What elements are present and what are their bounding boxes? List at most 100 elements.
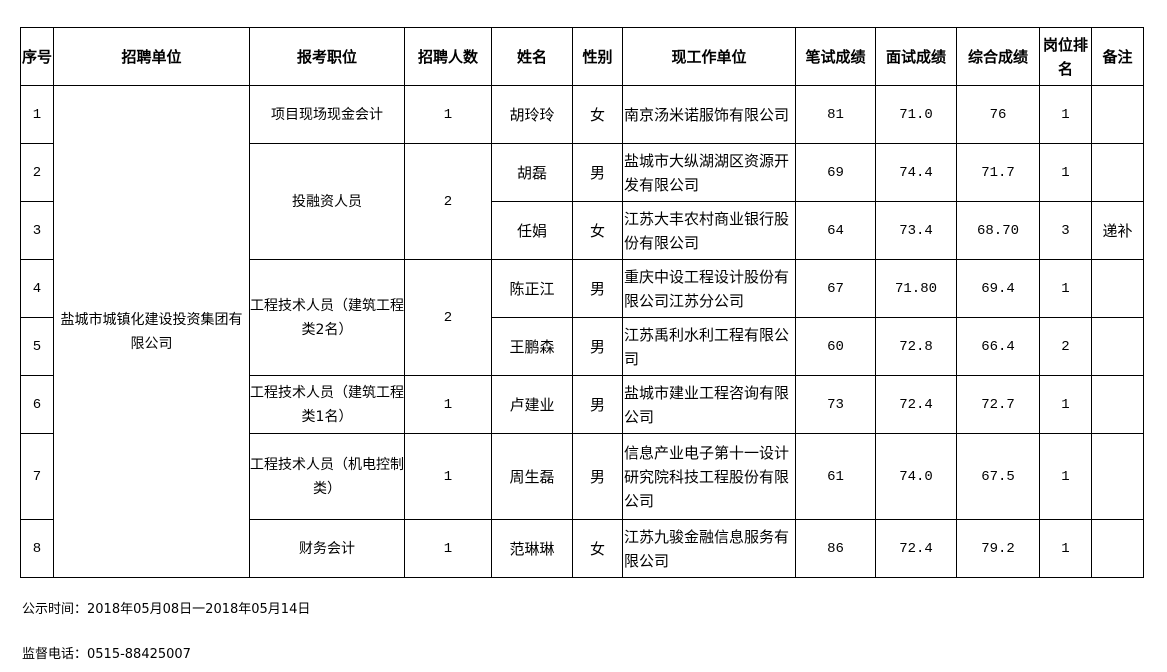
- header-name: 姓名: [491, 27, 573, 86]
- name-cell: 胡磊: [491, 143, 573, 202]
- header-quota: 招聘人数: [404, 27, 492, 86]
- name-cell: 范琳琳: [491, 519, 573, 578]
- total-cell: 71.7: [956, 143, 1040, 202]
- sex-cell: 男: [572, 433, 623, 520]
- position-cell: 工程技术人员（建筑工程类1名）: [249, 375, 405, 434]
- header-seq: 序号: [20, 27, 54, 86]
- written-cell: 64: [795, 201, 876, 260]
- quota-cell: 1: [404, 375, 492, 434]
- name-cell: 陈正江: [491, 259, 573, 318]
- seq-cell: 5: [20, 317, 54, 376]
- rank-cell: 1: [1039, 433, 1092, 520]
- note-cell: 递补: [1091, 201, 1144, 260]
- header-rank: 岗位排名: [1039, 27, 1092, 86]
- total-cell: 76: [956, 85, 1040, 144]
- work-cell: 信息产业电子第十一设计研究院科技工程股份有限公司: [622, 433, 796, 520]
- work-cell: 江苏禹利水利工程有限公司: [622, 317, 796, 376]
- position-cell: 投融资人员: [249, 143, 405, 260]
- sex-cell: 男: [572, 259, 623, 318]
- table-row: 7 工程技术人员（机电控制类） 1 周生磊 男 信息产业电子第十一设计研究院科技…: [20, 433, 1144, 520]
- header-interview: 面试成绩: [875, 27, 957, 86]
- interview-cell: 73.4: [875, 201, 957, 260]
- header-note: 备注: [1091, 27, 1144, 86]
- written-cell: 73: [795, 375, 876, 434]
- rank-cell: 1: [1039, 85, 1092, 144]
- sex-cell: 男: [572, 317, 623, 376]
- written-cell: 69: [795, 143, 876, 202]
- name-cell: 胡玲玲: [491, 85, 573, 144]
- seq-cell: 8: [20, 519, 54, 578]
- written-cell: 81: [795, 85, 876, 144]
- supervision-phone: 监督电话：0515-88425007: [22, 647, 191, 662]
- total-cell: 72.7: [956, 375, 1040, 434]
- interview-cell: 74.0: [875, 433, 957, 520]
- name-cell: 周生磊: [491, 433, 573, 520]
- interview-cell: 71.80: [875, 259, 957, 318]
- table-row: 4 工程技术人员（建筑工程类2名） 2 陈正江 男 重庆中设工程设计股份有限公司…: [20, 259, 1144, 376]
- work-cell: 盐城市大纵湖湖区资源开发有限公司: [622, 143, 796, 202]
- note-cell: [1091, 85, 1144, 144]
- header-written: 笔试成绩: [795, 27, 876, 86]
- position-cell: 工程技术人员（建筑工程类2名）: [249, 259, 405, 376]
- rank-cell: 3: [1039, 201, 1092, 260]
- seq-cell: 2: [20, 143, 54, 202]
- header-row: 序号 招聘单位 报考职位 招聘人数 姓名 性别 现工作单位 笔试成绩 面试成绩 …: [20, 27, 1144, 86]
- publicity-period: 公示时间：2018年05月08日一2018年05月14日: [22, 602, 311, 617]
- name-cell: 卢建业: [491, 375, 573, 434]
- interview-cell: 72.4: [875, 375, 957, 434]
- name-cell: 任娟: [491, 201, 573, 260]
- header-total: 综合成绩: [956, 27, 1040, 86]
- results-table: 序号 招聘单位 报考职位 招聘人数 姓名 性别 现工作单位 笔试成绩 面试成绩 …: [20, 27, 1144, 578]
- position-cell: 项目现场现金会计: [249, 85, 405, 144]
- sex-cell: 女: [572, 519, 623, 578]
- rank-cell: 1: [1039, 143, 1092, 202]
- seq-cell: 4: [20, 259, 54, 318]
- note-cell: [1091, 259, 1144, 318]
- header-position: 报考职位: [249, 27, 405, 86]
- written-cell: 86: [795, 519, 876, 578]
- header-unit: 招聘单位: [53, 27, 250, 86]
- note-cell: [1091, 317, 1144, 376]
- seq-cell: 1: [20, 85, 54, 144]
- position-cell: 财务会计: [249, 519, 405, 578]
- work-cell: 江苏大丰农村商业银行股份有限公司: [622, 201, 796, 260]
- name-cell: 王鹏森: [491, 317, 573, 376]
- interview-cell: 74.4: [875, 143, 957, 202]
- table-row: 3 任娟 女 江苏大丰农村商业银行股份有限公司 64 73.4 68.70 3 …: [20, 201, 1144, 260]
- seq-cell: 3: [20, 201, 54, 260]
- unit-cell: 盐城市城镇化建设投资集团有限公司: [53, 85, 250, 578]
- work-cell: 盐城市建业工程咨询有限公司: [622, 375, 796, 434]
- interview-cell: 72.4: [875, 519, 957, 578]
- rank-cell: 1: [1039, 519, 1092, 578]
- total-cell: 69.4: [956, 259, 1040, 318]
- written-cell: 67: [795, 259, 876, 318]
- interview-cell: 71.0: [875, 85, 957, 144]
- quota-cell: 1: [404, 519, 492, 578]
- work-cell: 重庆中设工程设计股份有限公司江苏分公司: [622, 259, 796, 318]
- rank-cell: 1: [1039, 375, 1092, 434]
- sex-cell: 女: [572, 201, 623, 260]
- note-cell: [1091, 519, 1144, 578]
- sex-cell: 男: [572, 143, 623, 202]
- quota-cell: 2: [404, 259, 492, 376]
- total-cell: 79.2: [956, 519, 1040, 578]
- note-cell: [1091, 433, 1144, 520]
- note-cell: [1091, 375, 1144, 434]
- table-row: 5 王鹏森 男 江苏禹利水利工程有限公司 60 72.8 66.4 2: [20, 317, 1144, 376]
- seq-cell: 6: [20, 375, 54, 434]
- written-cell: 60: [795, 317, 876, 376]
- total-cell: 68.70: [956, 201, 1040, 260]
- work-cell: 江苏九骏金融信息服务有限公司: [622, 519, 796, 578]
- sex-cell: 女: [572, 85, 623, 144]
- position-cell: 工程技术人员（机电控制类）: [249, 433, 405, 520]
- total-cell: 66.4: [956, 317, 1040, 376]
- rank-cell: 1: [1039, 259, 1092, 318]
- table-row: 2 投融资人员 2 胡磊 男 盐城市大纵湖湖区资源开发有限公司 69 74.4 …: [20, 143, 1144, 260]
- quota-cell: 1: [404, 433, 492, 520]
- written-cell: 61: [795, 433, 876, 520]
- seq-cell: 7: [20, 433, 54, 520]
- work-cell: 南京汤米诺服饰有限公司: [622, 85, 796, 144]
- table-row: 1 盐城市城镇化建设投资集团有限公司 项目现场现金会计 1 胡玲玲 女 南京汤米…: [20, 85, 1144, 578]
- quota-cell: 1: [404, 85, 492, 144]
- table-row: 8 财务会计 1 范琳琳 女 江苏九骏金融信息服务有限公司 86 72.4 79…: [20, 519, 1144, 578]
